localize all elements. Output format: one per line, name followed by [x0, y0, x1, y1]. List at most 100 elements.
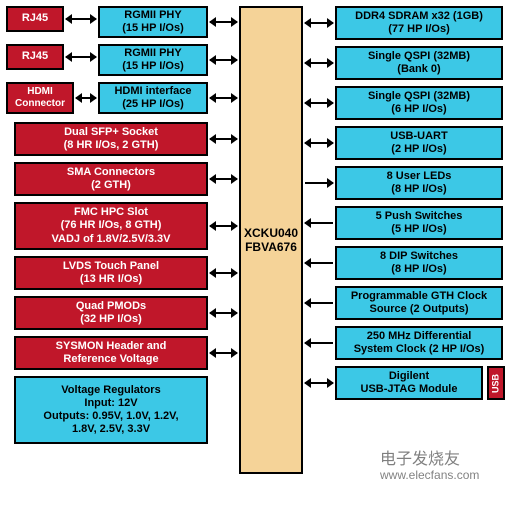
push-l2: (5 HP I/Os) [391, 223, 446, 236]
rj45-2: RJ45 [6, 44, 64, 70]
arrow-hdmi-conn [76, 97, 96, 99]
arrow-gth [305, 302, 333, 304]
dip-l1: 8 DIP Switches [380, 250, 458, 263]
qspi-1: Single QSPI (32MB) (Bank 0) [335, 46, 503, 80]
hdmi-conn-l2: Connector [15, 98, 65, 110]
jtag-l1: Digilent [389, 370, 429, 383]
pmod-l1: Quad PMODs [76, 300, 146, 313]
gth-l1: Programmable GTH Clock [351, 290, 487, 303]
arrow-pmod [210, 312, 237, 314]
sysmon-header: SYSMON Header and Reference Voltage [14, 336, 208, 370]
arrow-rj45-1 [66, 18, 96, 20]
arrow-rgmii2-c [210, 59, 237, 61]
lvds-panel: LVDS Touch Panel (13 HR I/Os) [14, 256, 208, 290]
arrow-hdmi-if-c [210, 97, 237, 99]
rgmii-phy-1: RGMII PHY (15 HP I/Os) [98, 6, 208, 38]
rgmii1-l1: RGMII PHY [124, 9, 181, 22]
arrow-sma [210, 178, 237, 180]
push-switches: 5 Push Switches (5 HP I/Os) [335, 206, 503, 240]
fpga-label-1: XCKU040 [244, 226, 298, 240]
fpga-label-2: FBVA676 [245, 240, 297, 254]
arrow-qspi2 [305, 102, 333, 104]
fmc-l3: VADJ of 1.8V/2.5V/3.3V [51, 233, 170, 246]
fmc-hpc: FMC HPC Slot (76 HR I/Os, 8 GTH) VADJ of… [14, 202, 208, 250]
arrow-leds [305, 182, 333, 184]
rgmii2-l1: RGMII PHY [124, 47, 181, 60]
vreg-l2: Input: 12V [84, 397, 137, 410]
sma-connectors: SMA Connectors (2 GTH) [14, 162, 208, 196]
qspi2-l2: (6 HP I/Os) [391, 103, 446, 116]
hdmi-conn-l1: HDMI [27, 86, 53, 98]
dual-sfp: Dual SFP+ Socket (8 HR I/Os, 2 GTH) [14, 122, 208, 156]
vreg-l4: 1.8V, 2.5V, 3.3V [72, 423, 150, 436]
system-clock: 250 MHz Differential System Clock (2 HP … [335, 326, 503, 360]
sfp-l2: (8 HR I/Os, 2 GTH) [64, 139, 159, 152]
push-l1: 5 Push Switches [376, 210, 463, 223]
usbuart-l1: USB-UART [390, 130, 447, 143]
vreg-l1: Voltage Regulators [61, 384, 160, 397]
usb-label: USB [491, 374, 502, 393]
qspi1-l1: Single QSPI (32MB) [368, 50, 470, 63]
rgmii-phy-2: RGMII PHY (15 HP I/Os) [98, 44, 208, 76]
user-leds: 8 User LEDs (8 HP I/Os) [335, 166, 503, 200]
jtag-l2: USB-JTAG Module [361, 383, 458, 396]
ddr4-l1: DDR4 SDRAM x32 (1GB) [355, 10, 483, 23]
sma-l2: (2 GTH) [91, 179, 131, 192]
rgmii2-l2: (15 HP I/Os) [122, 60, 184, 73]
leds-l1: 8 User LEDs [387, 170, 452, 183]
rj45-1: RJ45 [6, 6, 64, 32]
hdmi-interface: HDMI interface (25 HP I/Os) [98, 82, 208, 114]
sysmon-l1: SYSMON Header and [56, 340, 167, 353]
wm1: 电子发烧友 [380, 451, 460, 468]
arrow-qspi1 [305, 62, 333, 64]
arrow-dip [305, 262, 333, 264]
leds-l2: (8 HP I/Os) [391, 183, 446, 196]
dip-l2: (8 HP I/Os) [391, 263, 446, 276]
hdmi-connector: HDMI Connector [6, 82, 74, 114]
sma-l1: SMA Connectors [67, 166, 155, 179]
vreg-l3: Outputs: 0.95V, 1.0V, 1.2V, [43, 410, 178, 423]
dip-switches: 8 DIP Switches (8 HP I/Os) [335, 246, 503, 280]
arrow-jtag [305, 382, 333, 384]
ddr4-l2: (77 HP I/Os) [388, 23, 450, 36]
hdmi-if-l2: (25 HP I/Os) [122, 98, 184, 111]
sfp-l1: Dual SFP+ Socket [64, 126, 158, 139]
ddr4-sdram: DDR4 SDRAM x32 (1GB) (77 HP I/Os) [335, 6, 503, 40]
gth-l2: Source (2 Outputs) [369, 303, 468, 316]
watermark-2: www.elecfans.com [380, 468, 479, 482]
usb-uart: USB-UART (2 HP I/Os) [335, 126, 503, 160]
arrow-rgmii1-c [210, 21, 237, 23]
lvds-l2: (13 HR I/Os) [80, 273, 142, 286]
arrow-sfp [210, 138, 237, 140]
hdmi-if-l1: HDMI interface [114, 85, 191, 98]
rj45-1-label: RJ45 [22, 12, 48, 25]
arrow-sysmon [210, 352, 237, 354]
arrow-lvds [210, 272, 237, 274]
qspi1-l2: (Bank 0) [397, 63, 440, 76]
clk-l1: 250 MHz Differential [367, 330, 472, 343]
lvds-l1: LVDS Touch Panel [63, 260, 159, 273]
quad-pmods: Quad PMODs (32 HP I/Os) [14, 296, 208, 330]
sysmon-l2: Reference Voltage [63, 353, 158, 366]
arrow-ddr4 [305, 22, 333, 24]
fmc-l2: (76 HR I/Os, 8 GTH) [61, 219, 162, 232]
clk-l2: System Clock (2 HP I/Os) [354, 343, 485, 356]
voltage-regulators: Voltage Regulators Input: 12V Outputs: 0… [14, 376, 208, 444]
qspi2-l1: Single QSPI (32MB) [368, 90, 470, 103]
usb-jtag: Digilent USB-JTAG Module [335, 366, 483, 400]
usb-connector: USB [487, 366, 505, 400]
rgmii1-l2: (15 HP I/Os) [122, 22, 184, 35]
fmc-l1: FMC HPC Slot [74, 206, 148, 219]
arrow-clk [305, 342, 333, 344]
watermark-1: 电子发烧友 [380, 445, 460, 469]
arrow-push [305, 222, 333, 224]
gth-clock: Programmable GTH Clock Source (2 Outputs… [335, 286, 503, 320]
arrow-rj45-2 [66, 56, 96, 58]
wm2: www.elecfans.com [380, 468, 479, 482]
arrow-fmc [210, 225, 237, 227]
rj45-2-label: RJ45 [22, 50, 48, 63]
arrow-usbuart [305, 142, 333, 144]
fpga-center: XCKU040 FBVA676 [239, 6, 303, 474]
pmod-l2: (32 HP I/Os) [80, 313, 142, 326]
usbuart-l2: (2 HP I/Os) [391, 143, 446, 156]
